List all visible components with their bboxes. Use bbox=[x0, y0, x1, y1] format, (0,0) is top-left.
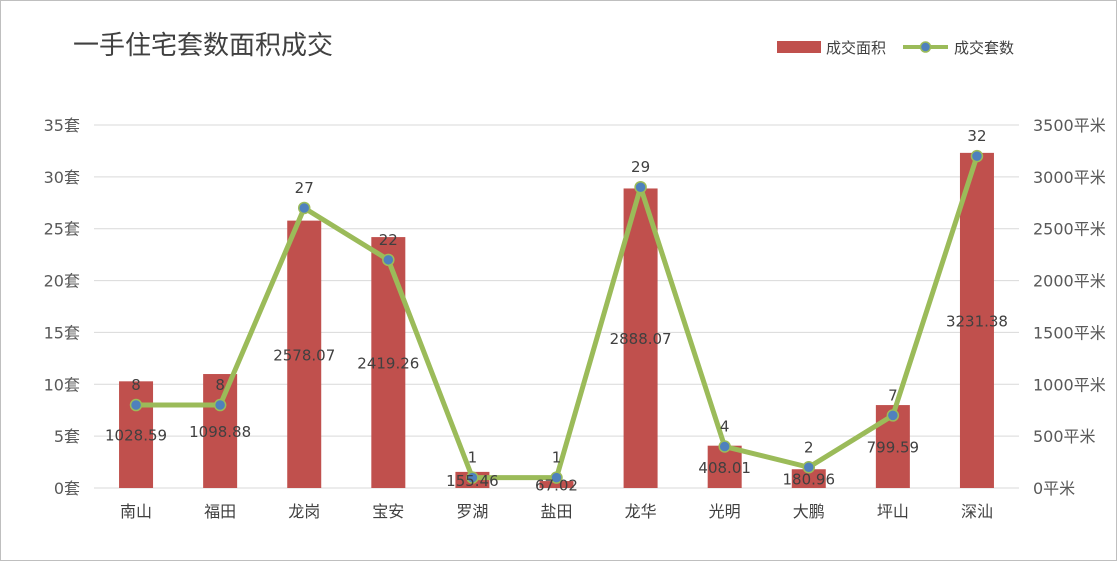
bar-data-label: 2419.26 bbox=[357, 355, 419, 373]
line-series bbox=[129, 149, 984, 484]
line-data-label: 2 bbox=[804, 438, 814, 456]
legend-swatch-count-marker bbox=[919, 41, 932, 53]
count-marker-盐田 bbox=[550, 471, 563, 484]
y-right-tick-label: 2500平米 bbox=[1033, 220, 1106, 239]
y-left-tick-label: 20套 bbox=[44, 272, 80, 291]
x-tick-label: 南山 bbox=[120, 502, 152, 521]
y-right-tick-label: 3500平米 bbox=[1033, 116, 1106, 135]
x-tick-label: 罗湖 bbox=[456, 502, 488, 521]
bar-data-label: 3231.38 bbox=[946, 312, 1008, 330]
line-data-label: 27 bbox=[295, 179, 314, 197]
line-data-label: 8 bbox=[215, 376, 225, 394]
count-marker-福田 bbox=[213, 398, 227, 412]
bar-data-label: 2578.07 bbox=[273, 346, 335, 364]
y-right-tick-label: 1000平米 bbox=[1033, 375, 1106, 394]
bar-龙岗 bbox=[287, 220, 322, 488]
bar-data-label: 180.96 bbox=[783, 471, 836, 489]
y-left-tick-label: 15套 bbox=[44, 323, 80, 342]
bar-data-label: 155.46 bbox=[446, 472, 499, 490]
y-right-tick-label: 500平米 bbox=[1033, 427, 1096, 446]
x-axis-categories: 南山 福田 龙岗 宝安 罗湖 盐田 龙华 光明 大鹏 坪山 深汕 bbox=[120, 502, 993, 521]
x-tick-label: 深汕 bbox=[961, 502, 993, 521]
y-right-tick-label: 3000平米 bbox=[1033, 168, 1106, 187]
count-marker-深汕 bbox=[970, 149, 984, 163]
y-axis-left: 0套 5套 10套 15套 20套 25套 30套 35套 bbox=[44, 116, 80, 498]
data-labels: 1028.59 1098.88 2578.07 2419.26 155.46 67.02 2… bbox=[105, 127, 1008, 494]
line-data-label: 7 bbox=[888, 386, 898, 404]
y-right-tick-label: 1500平米 bbox=[1033, 323, 1106, 342]
legend-swatch-area bbox=[777, 41, 821, 53]
gridlines bbox=[94, 124, 1019, 489]
legend: 成交面积 成交套数 bbox=[777, 39, 1014, 57]
y-axis-right: 0平米 500平米 1000平米 1500平米 2000平米 2500平米 3000平米 35… bbox=[1033, 116, 1106, 498]
x-tick-label: 光明 bbox=[709, 502, 741, 521]
count-marker-龙岗 bbox=[297, 201, 311, 215]
bar-data-label: 1098.88 bbox=[189, 423, 251, 441]
x-tick-label: 福田 bbox=[204, 502, 236, 521]
x-tick-label: 龙华 bbox=[625, 502, 657, 521]
y-right-tick-label: 2000平米 bbox=[1033, 272, 1106, 291]
line-data-label: 1 bbox=[468, 449, 478, 467]
y-left-tick-label: 35套 bbox=[44, 116, 80, 135]
chart-title: 一手住宅套数面积成交 bbox=[73, 31, 333, 61]
y-left-tick-label: 5套 bbox=[54, 427, 80, 446]
line-data-label: 32 bbox=[967, 127, 986, 145]
count-marker-光明 bbox=[718, 440, 731, 453]
count-marker-宝安 bbox=[382, 253, 395, 267]
bar-宝安 bbox=[371, 237, 406, 488]
count-marker-罗湖 bbox=[466, 471, 479, 484]
bar-data-label: 67.02 bbox=[535, 477, 578, 495]
line-data-label: 22 bbox=[379, 231, 398, 249]
x-tick-label: 盐田 bbox=[540, 502, 572, 521]
count-marker-龙华 bbox=[634, 180, 647, 194]
x-tick-label: 宝安 bbox=[372, 502, 404, 521]
bar-福田 bbox=[203, 374, 238, 488]
bar-深汕 bbox=[959, 152, 994, 488]
count-marker-南山 bbox=[129, 398, 143, 412]
bar-盐田 bbox=[539, 481, 574, 488]
bar-data-label: 799.59 bbox=[867, 439, 920, 457]
count-marker-大鹏 bbox=[802, 461, 816, 474]
line-data-label: 1 bbox=[552, 449, 562, 467]
y-left-tick-label: 25套 bbox=[44, 220, 80, 239]
y-left-tick-label: 30套 bbox=[44, 168, 80, 187]
y-left-tick-label: 10套 bbox=[44, 375, 80, 394]
x-tick-label: 龙岗 bbox=[288, 502, 320, 521]
x-tick-label: 坪山 bbox=[877, 502, 909, 521]
x-tick-label: 大鹏 bbox=[793, 502, 825, 521]
line-data-label: 4 bbox=[720, 418, 730, 436]
legend-label-count: 成交套数 bbox=[954, 39, 1014, 57]
y-left-tick-label: 0套 bbox=[54, 479, 80, 498]
count-marker-坪山 bbox=[886, 409, 900, 422]
bar-大鹏 bbox=[791, 469, 826, 488]
y-right-tick-label: 0平米 bbox=[1033, 479, 1075, 498]
bar-data-label: 2888.07 bbox=[610, 330, 672, 348]
bar-data-label: 1028.59 bbox=[105, 427, 167, 445]
count-line bbox=[136, 155, 980, 481]
line-data-label: 29 bbox=[631, 158, 650, 176]
bar-data-label: 408.01 bbox=[698, 459, 751, 477]
bar-龙华 bbox=[623, 188, 658, 488]
legend-label-area: 成交面积 bbox=[826, 39, 886, 57]
line-data-label: 8 bbox=[131, 376, 141, 394]
